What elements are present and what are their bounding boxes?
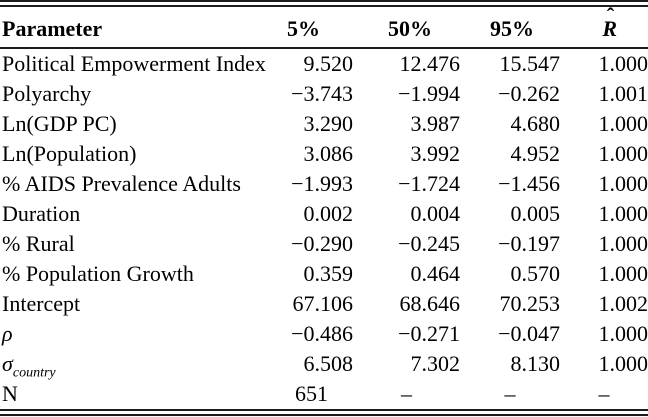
table-row: % Population Growth 0.359 0.464 0.570 1.000: [0, 259, 648, 289]
parameter-cell: Duration: [2, 201, 81, 226]
value-cell: 8.130: [510, 351, 561, 376]
value-cell: 0.002: [303, 201, 354, 226]
value-cell: −0.290: [291, 231, 353, 256]
value-cell: 0.570: [510, 261, 561, 286]
parameter-cell: Ln(Population): [2, 141, 137, 166]
parameter-cell: % AIDS Prevalence Adults: [2, 171, 241, 196]
value-cell: −1.456: [498, 171, 560, 196]
table-body: Political Empowerment Index 9.520 12.476 15…: [0, 48, 648, 409]
header-95th-percentile: 95%: [460, 7, 560, 49]
value-cell: 3.086: [303, 141, 354, 166]
value-cell: 1.000: [598, 231, 648, 256]
table-row: % Rural −0.290 −0.245 −0.197 1.000: [0, 229, 648, 259]
value-cell: 1.000: [598, 351, 648, 376]
table-row: Political Empowerment Index 9.520 12.476 15…: [0, 48, 648, 79]
table-row: Duration 0.002 0.004 0.005 1.000: [0, 199, 648, 229]
value-cell: 1.000: [598, 171, 648, 196]
parameter-subscript: country: [12, 365, 56, 381]
parameter-cell: Ln(GDP PC): [2, 111, 117, 136]
top-double-rule: [0, 0, 648, 7]
value-cell: 1.000: [598, 201, 648, 226]
value-cell: 1.001: [598, 81, 648, 106]
table-row: Ln(Population) 3.086 3.992 4.952 1.000: [0, 139, 648, 169]
table-row: Ln(GDP PC) 3.290 3.987 4.680 1.000: [0, 109, 648, 139]
rhat-hat-accent: ˆ: [606, 2, 615, 28]
value-cell: −0.047: [498, 321, 560, 346]
value-cell: −0.486: [291, 321, 353, 346]
value-cell: 651: [295, 381, 328, 406]
value-cell: –: [504, 381, 516, 406]
value-cell: 1.000: [598, 261, 648, 286]
value-cell: 0.004: [410, 201, 461, 226]
header-5th-percentile: 5%: [270, 7, 353, 49]
value-cell: 70.253: [499, 291, 561, 316]
parameter-cell: Intercept: [2, 291, 81, 316]
table-row: Intercept 67.106 68.646 70.253 1.002: [0, 289, 648, 319]
value-cell: 0.005: [510, 201, 561, 226]
value-cell: −0.245: [398, 231, 460, 256]
parameter-cell: % Rural: [2, 231, 75, 256]
value-cell: −1.993: [291, 171, 353, 196]
value-cell: −0.271: [398, 321, 460, 346]
value-cell: −1.724: [398, 171, 460, 196]
parameter-cell: Polyarchy: [2, 81, 92, 106]
table-row: Polyarchy −3.743 −1.994 −0.262 1.001: [0, 79, 648, 109]
value-cell: 12.476: [399, 51, 461, 76]
value-cell: −0.262: [498, 81, 560, 106]
value-cell: 68.646: [399, 291, 461, 316]
value-cell: 3.987: [410, 111, 461, 136]
table-row: N 651 – – –: [0, 379, 648, 409]
header-50th-percentile: 50%: [353, 7, 460, 49]
value-cell: 1.000: [598, 51, 648, 76]
value-cell: 9.520: [303, 51, 354, 76]
table-row: σcountry 6.508 7.302 8.130 1.000: [0, 349, 648, 381]
value-cell: −3.743: [291, 81, 353, 106]
value-cell: −1.994: [398, 81, 460, 106]
value-cell: 6.508: [303, 351, 354, 376]
table-row: % AIDS Prevalence Adults −1.993 −1.724 −1.4…: [0, 169, 648, 199]
rhat-letter: R: [602, 15, 617, 41]
value-cell: 7.302: [410, 351, 461, 376]
parameter-cell: N: [2, 381, 18, 406]
value-cell: –: [598, 381, 610, 406]
header-parameter: Parameter: [0, 7, 270, 49]
value-cell: −0.197: [498, 231, 560, 256]
value-cell: 3.992: [410, 141, 461, 166]
parameter-cell: ρ: [2, 321, 13, 346]
value-cell: 1.000: [598, 321, 648, 346]
value-cell: 0.359: [303, 261, 354, 286]
bottom-double-rule: [0, 409, 648, 416]
value-cell: 67.106: [292, 291, 354, 316]
value-cell: 0.464: [410, 261, 461, 286]
value-cell: 4.680: [510, 111, 561, 136]
value-cell: 4.952: [510, 141, 561, 166]
parameter-cell: Political Empowerment Index: [2, 51, 266, 76]
table-row: ρ −0.486 −0.271 −0.047 1.000: [0, 319, 648, 349]
value-cell: 1.000: [598, 141, 648, 166]
value-cell: 15.547: [499, 51, 561, 76]
value-cell: 3.290: [303, 111, 354, 136]
parameter-cell: % Population Growth: [2, 261, 194, 286]
value-cell: –: [401, 381, 412, 406]
parameter-cell: σcountry: [2, 351, 56, 381]
value-cell: 1.000: [598, 111, 648, 136]
value-cell: 1.002: [598, 291, 648, 316]
